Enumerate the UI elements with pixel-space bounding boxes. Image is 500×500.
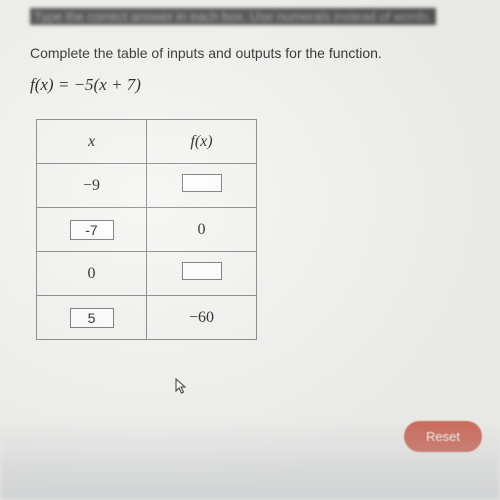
table-row: 0	[37, 252, 257, 296]
cell-fx-1: 0	[147, 208, 257, 252]
input-x-3[interactable]: 5	[70, 308, 114, 328]
input-fx-2[interactable]	[182, 262, 222, 280]
value-fx-1: 0	[198, 221, 206, 238]
cropped-top-instruction: Type the correct answer in each box. Use…	[30, 8, 482, 25]
header-fx: f(x)	[147, 120, 257, 164]
cell-x-2: 0	[37, 252, 147, 296]
header-x: x	[37, 120, 147, 164]
value-x-0: −9	[83, 177, 100, 194]
instruction-text: Complete the table of inputs and outputs…	[30, 45, 482, 61]
exercise-screen: Type the correct answer in each box. Use…	[0, 0, 500, 500]
cell-x-3: 5	[37, 296, 147, 340]
table-row: -7 0	[37, 208, 257, 252]
formula-lhs: f(x)	[30, 75, 54, 94]
crop-text-line: Type the correct answer in each box. Use…	[30, 8, 436, 25]
cell-fx-2	[147, 252, 257, 296]
value-fx-3: −60	[189, 309, 214, 326]
table-row: 5 −60	[37, 296, 257, 340]
table-header-row: x f(x)	[37, 120, 257, 164]
input-fx-0[interactable]	[182, 174, 222, 192]
table-row: −9	[37, 164, 257, 208]
input-x-1[interactable]: -7	[70, 220, 114, 240]
cell-x-0: −9	[37, 164, 147, 208]
cell-fx-0	[147, 164, 257, 208]
cursor-icon	[175, 378, 189, 401]
cell-fx-3: −60	[147, 296, 257, 340]
io-table: x f(x) −9 -7 0 0 5 −60	[36, 119, 257, 340]
reset-button[interactable]: Reset	[404, 421, 482, 452]
cell-x-1: -7	[37, 208, 147, 252]
formula-eq: =	[54, 75, 74, 94]
function-formula: f(x) = −5(x + 7)	[30, 75, 482, 95]
formula-rhs: −5(x + 7)	[74, 75, 141, 94]
value-x-2: 0	[88, 265, 96, 282]
